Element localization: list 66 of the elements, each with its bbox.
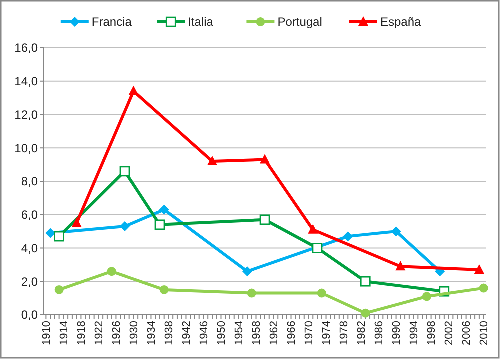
x-tick-label: 1950 [216, 321, 228, 346]
x-tick-label: 1918 [76, 321, 88, 346]
x-tick-label: 1926 [111, 321, 124, 346]
x-tick-label: 1946 [198, 321, 211, 346]
point [312, 243, 323, 254]
point [260, 154, 270, 164]
point [107, 267, 116, 276]
y-tick-label: 0,0 [21, 308, 38, 322]
x-tick-label: 1922 [94, 321, 106, 346]
x-tick-label: 1958 [251, 321, 264, 346]
point [361, 308, 370, 318]
x-tick-label: 1990 [391, 321, 404, 346]
point [479, 284, 488, 293]
x-tick-label: 2002 [444, 321, 456, 346]
x-tick-label: 2006 [461, 321, 474, 346]
point [260, 214, 270, 226]
x-tick-label: 1982 [356, 321, 368, 346]
x-tick-label: 1978 [338, 321, 351, 346]
legend-label: Francia [92, 15, 132, 30]
y-tick-label: 14,0 [14, 74, 38, 89]
y-tick-label: 4,0 [21, 241, 38, 256]
legend-label: Portugal [278, 15, 322, 30]
point [154, 220, 166, 230]
x-tick-label: 1954 [234, 321, 246, 346]
point [160, 285, 169, 294]
point [72, 218, 82, 228]
point [120, 222, 130, 232]
point [159, 204, 170, 215]
x-tick-label: 1914 [58, 321, 71, 346]
x-tick-label: 1930 [128, 321, 141, 346]
legend-label: España [380, 15, 422, 30]
x-tick-label: 1942 [181, 321, 194, 346]
x-tick-label: 1966 [286, 321, 298, 346]
point [247, 288, 256, 298]
point [242, 266, 252, 277]
point [474, 264, 484, 274]
legend-label: Italia [188, 15, 214, 30]
x-tick-label: 1962 [268, 321, 281, 346]
x-tick-label: 1934 [146, 321, 158, 346]
y-tick-label: 6,0 [21, 208, 38, 222]
point [120, 166, 130, 177]
x-tick-label: 1974 [321, 321, 334, 346]
y-tick-label: 10,0 [14, 141, 38, 156]
point [396, 261, 406, 271]
y-tick-label: 12,0 [14, 108, 38, 122]
y-tick-label: 16,0 [14, 41, 38, 56]
point [391, 226, 402, 237]
point [343, 232, 354, 242]
point [317, 288, 326, 298]
point [54, 231, 64, 242]
point [422, 292, 432, 302]
y-tick-label: 8,0 [21, 174, 38, 189]
point [207, 156, 218, 166]
point [308, 224, 318, 234]
y-tick-label: 2,0 [21, 274, 38, 289]
x-tick-label: 2010 [478, 321, 491, 346]
point [360, 276, 371, 287]
x-tick-label: 1998 [426, 321, 438, 346]
point [128, 86, 139, 96]
x-tick-label: 1938 [164, 321, 176, 346]
x-tick-label: 1994 [408, 321, 421, 346]
x-tick-label: 1986 [374, 321, 386, 346]
x-tick-label: 1910 [41, 321, 54, 346]
point [54, 285, 64, 294]
point [46, 228, 56, 238]
x-tick-label: 1970 [304, 321, 316, 346]
